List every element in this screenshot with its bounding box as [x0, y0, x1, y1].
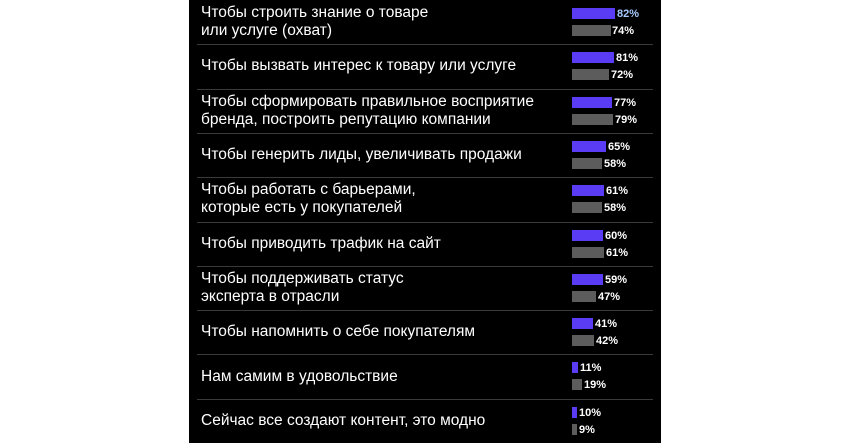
row-divider [197, 399, 653, 400]
bar-series-2 [572, 291, 597, 302]
value-label: 41% [595, 318, 618, 330]
row-divider [197, 222, 653, 223]
bar-series-2 [572, 69, 610, 80]
value-label: 77% [614, 97, 637, 109]
value-label: 11% [580, 362, 602, 374]
bar-series-1 [572, 141, 606, 152]
bar-series-1 [572, 274, 603, 285]
category-label: Сейчас все создают контент, это модно [201, 412, 486, 429]
row-divider [197, 310, 653, 311]
row-divider [197, 354, 653, 355]
value-label: 10% [579, 407, 602, 419]
value-label: 47% [598, 291, 621, 303]
value-label: 9% [579, 424, 595, 436]
bar-series-1 [572, 407, 578, 418]
value-label: 65% [608, 141, 631, 153]
category-label: Чтобы напомнить о себе покупателям [201, 323, 476, 340]
category-label: Чтобы вызвать интерес к товару или услуг… [201, 57, 517, 74]
bar-series-2 [572, 424, 577, 435]
bar-series-2 [572, 379, 582, 390]
category-label: Нам самим в удовольствие [201, 368, 398, 385]
bar-series-1 [572, 318, 594, 329]
category-label: Чтобы строить знание о товаре или услуге… [201, 4, 429, 39]
bar-series-1 [572, 362, 578, 373]
bar-series-1 [572, 185, 604, 196]
value-label: 42% [596, 335, 619, 347]
row-divider [197, 266, 653, 267]
value-label: 59% [605, 274, 628, 286]
category-label: Чтобы приводить трафик на сайт [201, 235, 441, 252]
bar-series-2 [572, 335, 594, 346]
row-divider [197, 177, 653, 178]
value-label: 60% [605, 230, 628, 242]
row-divider [197, 44, 653, 45]
category-label: Чтобы работать с барьерами, которые есть… [201, 181, 416, 216]
value-label: 72% [611, 69, 634, 81]
row-divider [197, 89, 653, 90]
bar-series-2 [572, 25, 611, 36]
bar-series-1 [572, 8, 615, 19]
bar-series-1 [572, 52, 615, 63]
value-label: 58% [604, 202, 627, 214]
bar-series-1 [572, 97, 612, 108]
bar-series-2 [572, 247, 604, 258]
bar-series-1 [572, 230, 604, 241]
value-label: 61% [606, 185, 629, 197]
category-label: Чтобы поддерживать статус эксперта в отр… [201, 270, 404, 305]
value-label: 81% [616, 52, 639, 64]
bar-series-2 [572, 114, 614, 125]
category-label: Чтобы генерить лиды, увеличивать продажи [201, 146, 522, 163]
row-divider [197, 133, 653, 134]
value-label: 74% [612, 25, 635, 37]
category-label: Чтобы сформировать правильное восприятие… [201, 93, 534, 128]
bar-series-2 [572, 202, 603, 213]
value-label: 82% [617, 8, 640, 20]
value-label: 58% [604, 158, 627, 170]
bar-series-2 [572, 158, 603, 169]
value-label: 61% [606, 247, 629, 259]
value-label: 79% [615, 114, 638, 126]
value-label: 19% [584, 379, 607, 391]
